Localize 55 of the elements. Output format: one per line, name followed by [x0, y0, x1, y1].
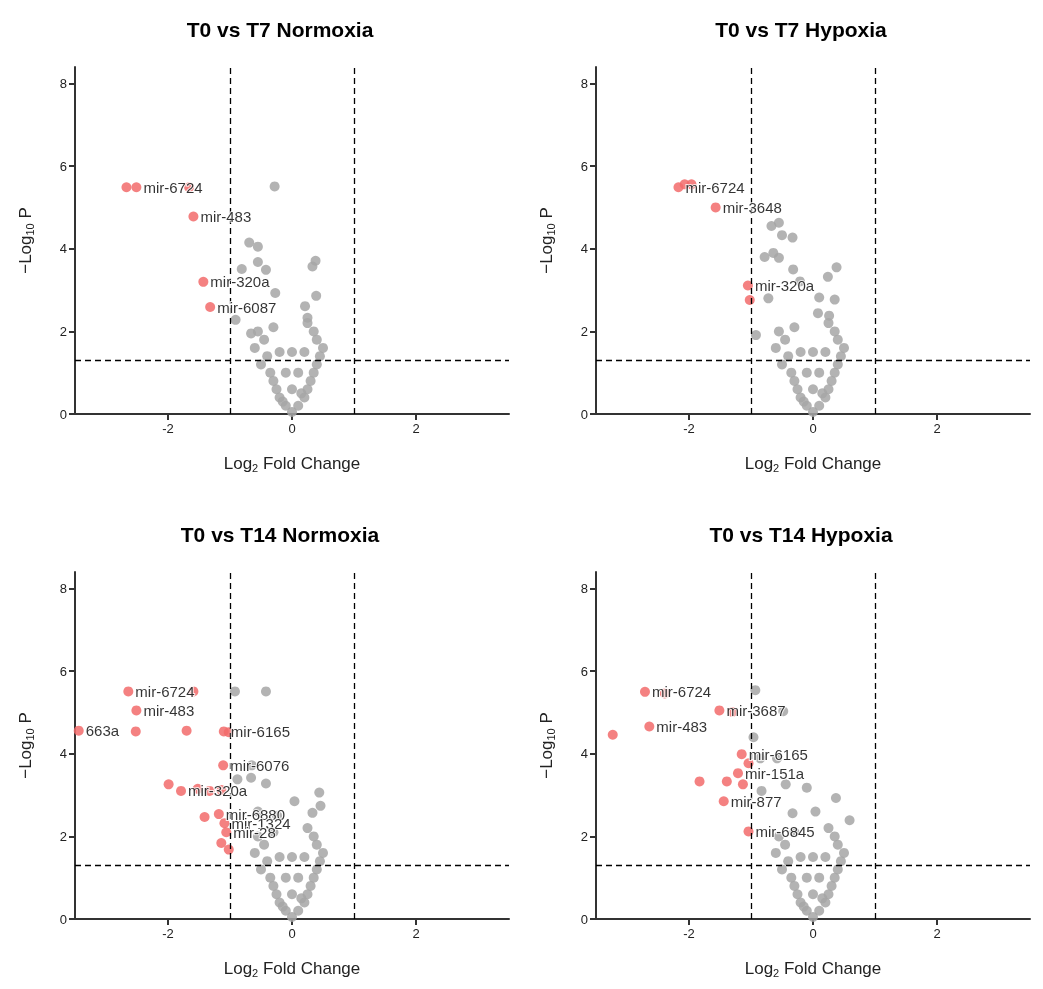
annotation: mir-6087	[217, 298, 277, 316]
x-tick-label: 0	[288, 926, 296, 941]
annotation: mir-483	[656, 718, 708, 735]
x-tick-label: 0	[809, 421, 817, 436]
y-tick-label: 4	[59, 241, 67, 257]
x-tick-label: -2	[683, 421, 695, 436]
y-tick-label: 8	[580, 76, 588, 92]
x-tick-label: 0	[288, 421, 296, 436]
y-tick-label: 6	[580, 158, 588, 174]
annotation: mir-483	[143, 701, 195, 719]
annotation: mir-3648	[722, 198, 782, 216]
annotation: mir-6076	[230, 756, 290, 774]
chart-title: T0 vs T7 Hypoxia	[715, 18, 888, 41]
annotation: mir-320a	[754, 277, 815, 295]
y-tick-label: 2	[580, 828, 588, 844]
annotation: mir-6724	[651, 683, 712, 701]
x-tick-label: 2	[933, 421, 941, 436]
y-tick-label: 2	[59, 323, 67, 339]
y-tick-label: 2	[580, 323, 588, 339]
y-tick-label: 0	[59, 406, 67, 422]
y-tick-label: 0	[59, 911, 67, 927]
y-tick-label: 4	[580, 746, 588, 762]
y-tick-label: 2	[59, 828, 67, 844]
x-tick-label: 2	[412, 926, 420, 941]
x-tick-label: 2	[412, 421, 420, 436]
x-tick-label: -2	[162, 926, 174, 941]
chart-title: T0 vs T14 Normoxia	[180, 523, 380, 546]
annotation: 663a	[85, 722, 120, 740]
annotation: mir-151a	[744, 764, 805, 782]
y-tick-label: 6	[59, 663, 67, 679]
y-tick-label: 0	[580, 911, 588, 927]
x-tick-label: 2	[933, 926, 941, 941]
y-tick-label: 0	[580, 406, 588, 422]
y-axis-title: −Log10 P	[16, 712, 36, 779]
annotation: mir-6724	[685, 178, 745, 196]
annotation: mir-877	[730, 792, 782, 810]
x-tick-label: 0	[809, 926, 817, 941]
y-tick-label: 6	[59, 158, 67, 174]
y-tick-label: 6	[580, 663, 588, 679]
annotation: mir-6165	[748, 745, 808, 763]
chart-title: T0 vs T7 Normoxia	[186, 18, 374, 41]
y-tick-label: 8	[580, 581, 588, 597]
y-axis-title: −Log10 P	[16, 207, 36, 274]
y-axis-title: −Log10 P	[537, 712, 557, 779]
y-tick-label: 4	[580, 241, 588, 257]
x-tick-label: -2	[683, 926, 695, 941]
y-tick-label: 8	[59, 76, 67, 92]
y-axis-title: −Log10 P	[537, 207, 557, 274]
annotation: mir-483	[200, 208, 252, 226]
annotation: mir-320a	[210, 273, 271, 291]
chart-title: T0 vs T14 Hypoxia	[709, 523, 893, 546]
x-tick-label: -2	[162, 421, 174, 436]
annotation: mir-6845	[755, 822, 815, 840]
y-tick-label: 4	[59, 746, 67, 762]
y-tick-label: 8	[59, 581, 67, 597]
